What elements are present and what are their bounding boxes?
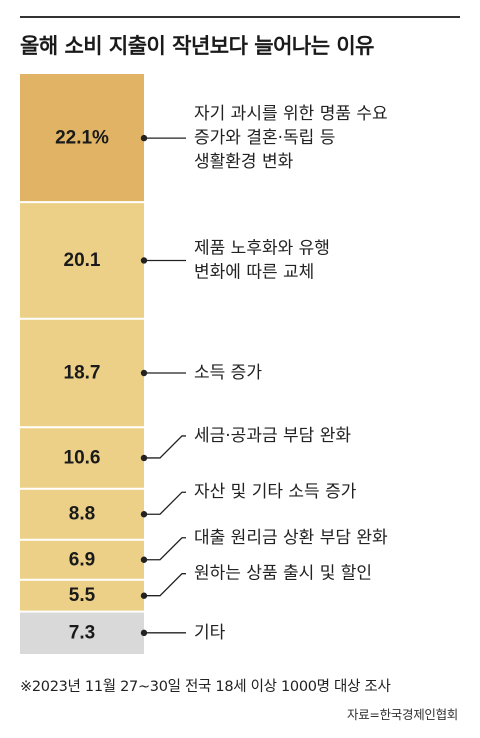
leader-line [144, 537, 186, 561]
value-label: 7.3 [69, 622, 95, 643]
chart-title: 올해 소비 지출이 작년보다 늘어나는 이유 [20, 34, 375, 58]
category-label: 원하는 상품 출시 및 할인 [194, 564, 372, 584]
top-rule [20, 16, 460, 18]
category-label: 생활환경 변화 [194, 152, 294, 172]
value-label: 5.5 [69, 585, 96, 606]
bar-segment [20, 539, 144, 580]
bar-segment [20, 611, 144, 654]
source-credit: 자료=한국경제인협회 [347, 707, 458, 722]
value-label: 8.8 [69, 504, 95, 525]
category-label: 소득 증가 [194, 363, 262, 383]
category-label: 세금·공과금 부담 완화 [194, 426, 351, 446]
category-label: 자산 및 기타 소득 증가 [194, 482, 357, 502]
bar-segment [20, 427, 144, 489]
bar-segment [20, 488, 144, 540]
bar-segment [20, 202, 144, 319]
value-label: 18.7 [64, 362, 101, 383]
category-label: 자기 과시를 위한 명품 수요 [194, 104, 388, 124]
category-label: 대출 원리금 상환 부담 완화 [194, 528, 388, 548]
value-label: 22.1% [55, 128, 109, 149]
leader-line [144, 491, 186, 515]
value-label: 20.1 [64, 250, 101, 271]
category-label: 증가와 결혼·독립 등 [194, 128, 335, 148]
leader-line [144, 573, 186, 597]
bar-segment [20, 579, 144, 612]
value-label: 6.9 [69, 549, 95, 570]
bar-segment [20, 74, 144, 203]
value-label: 10.6 [64, 447, 101, 468]
category-label: 제품 노후화와 유행 [194, 238, 330, 258]
category-label: 변화에 따른 교체 [194, 262, 314, 282]
bar-segment [20, 318, 144, 428]
leader-line [144, 435, 186, 459]
category-label: 기타 [194, 623, 226, 643]
survey-note: ※2023년 11월 27~30일 전국 18세 이상 1000명 대상 조사 [20, 679, 391, 695]
